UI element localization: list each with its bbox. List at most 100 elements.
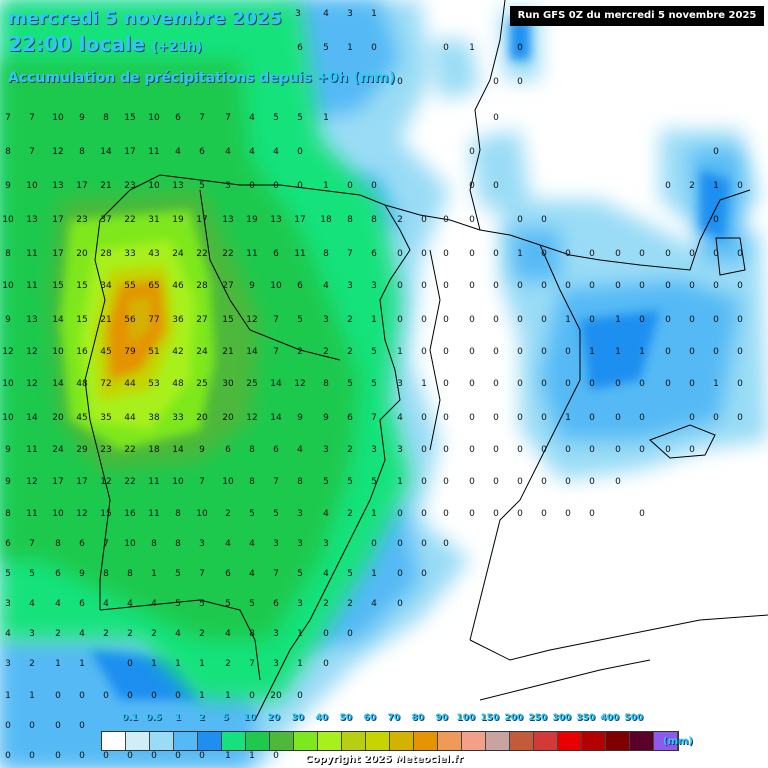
grid-value: 30 (222, 379, 234, 389)
grid-value: 0 (493, 281, 499, 291)
legend-swatch (222, 732, 246, 750)
grid-value: 17 (52, 215, 63, 225)
grid-value: 8 (297, 477, 303, 487)
grid-value: 8 (323, 249, 329, 259)
legend-swatch (342, 732, 366, 750)
grid-value: 3 (5, 599, 11, 609)
grid-value: 0 (421, 347, 427, 357)
grid-value: 0 (273, 181, 279, 191)
grid-value: 17 (76, 181, 87, 191)
grid-value: 2 (103, 629, 109, 639)
legend-unit: (mm) (663, 736, 693, 747)
grid-value: 0 (421, 413, 427, 423)
grid-value: 7 (5, 113, 11, 123)
grid-value: 8 (127, 569, 133, 579)
legend-swatch (294, 732, 318, 750)
grid-value: 7 (273, 347, 279, 357)
grid-value: 8 (5, 147, 11, 157)
grid-value: 2 (225, 659, 231, 669)
grid-value: 3 (347, 281, 353, 291)
grid-value: 20 (270, 691, 282, 701)
grid-value: 1 (151, 659, 157, 669)
grid-value: 9 (323, 413, 329, 423)
grid-value: 48 (76, 379, 88, 389)
grid-value: 4 (249, 569, 255, 579)
grid-value: 0 (517, 477, 523, 487)
legend-labels: 0.1 0.5 1 2 5 10 20 30 40 50 60 70 80 90 100 150 200 250 3… (0, 713, 768, 727)
grid-value: 0 (737, 249, 743, 259)
grid-value: 2 (323, 599, 329, 609)
grid-value: 27 (196, 315, 207, 325)
grid-value: 10 (2, 281, 14, 291)
grid-value: 0 (565, 509, 571, 519)
grid-value: 0 (589, 315, 595, 325)
grid-value: 7 (273, 569, 279, 579)
grid-value: 4 (55, 599, 61, 609)
grid-value: 65 (148, 281, 159, 291)
grid-value: 11 (294, 249, 305, 259)
grid-value: 0 (469, 445, 475, 455)
grid-value: 0 (297, 181, 303, 191)
grid-value: 6 (225, 569, 231, 579)
grid-value: 6 (79, 539, 85, 549)
legend-swatch (246, 732, 270, 750)
grid-value: 4 (323, 9, 329, 19)
grid-value: 0 (541, 215, 547, 225)
grid-value: 0 (493, 347, 499, 357)
legend-swatch (606, 732, 630, 750)
grid-value: 4 (249, 147, 255, 157)
grid-value: 0 (421, 477, 427, 487)
grid-value: 0 (517, 215, 523, 225)
legend-swatch (462, 732, 486, 750)
grid-value: 37 (100, 215, 111, 225)
grid-value: 8 (249, 629, 255, 639)
grid-value: 0 (713, 413, 719, 423)
grid-value: 6 (297, 43, 303, 53)
grid-value: 0 (639, 315, 645, 325)
grid-value: 0 (469, 249, 475, 259)
grid-value: 0 (469, 379, 475, 389)
grid-value: 12 (52, 147, 63, 157)
grid-value: 3 (273, 659, 279, 669)
grid-value: 43 (148, 249, 159, 259)
grid-value: 25 (246, 379, 257, 389)
grid-value: 10 (26, 181, 38, 191)
grid-value: 0 (639, 509, 645, 519)
grid-value: 2 (55, 629, 61, 639)
grid-value: 10 (148, 113, 160, 123)
grid-value: 0 (421, 539, 427, 549)
grid-value: 27 (222, 281, 233, 291)
grid-value: 0 (615, 281, 621, 291)
grid-value: 0 (273, 751, 279, 761)
grid-value: 12 (26, 477, 37, 487)
grid-value: 2 (151, 629, 157, 639)
grid-value: 0 (689, 413, 695, 423)
grid-value: 25 (196, 379, 207, 389)
grid-value: 45 (76, 413, 87, 423)
grid-value: 0 (541, 477, 547, 487)
grid-value: 15 (76, 315, 87, 325)
grid-value: 6 (371, 249, 377, 259)
grid-value: 0 (541, 509, 547, 519)
legend-swatch (366, 732, 390, 750)
grid-value: 12 (246, 315, 257, 325)
grid-value: 0 (639, 281, 645, 291)
grid-value: 8 (55, 539, 61, 549)
grid-value: 0 (737, 379, 743, 389)
grid-value: 4 (323, 281, 329, 291)
grid-value: 6 (199, 147, 205, 157)
grid-value: 0 (127, 691, 133, 701)
grid-value: 4 (225, 147, 231, 157)
grid-value: 0 (517, 413, 523, 423)
grid-value: 19 (246, 215, 258, 225)
grid-value: 1 (371, 9, 377, 19)
grid-value: 5 (347, 379, 353, 389)
grid-value: 8 (175, 539, 181, 549)
grid-value: 0 (469, 347, 475, 357)
grid-value: 3 (323, 315, 329, 325)
grid-value: 0 (713, 249, 719, 259)
grid-value: 1 (323, 181, 329, 191)
grid-value: 0 (615, 445, 621, 455)
grid-value: 1 (347, 43, 353, 53)
grid-value: 0 (371, 181, 377, 191)
